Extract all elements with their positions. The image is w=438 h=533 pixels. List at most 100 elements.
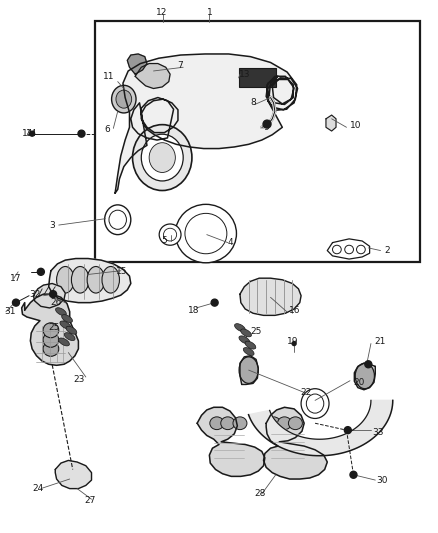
Ellipse shape	[301, 389, 329, 418]
Circle shape	[13, 299, 19, 306]
Ellipse shape	[185, 213, 227, 254]
Text: 3: 3	[49, 221, 55, 230]
Ellipse shape	[210, 417, 224, 430]
Ellipse shape	[43, 333, 59, 348]
Ellipse shape	[133, 125, 192, 190]
Text: 12: 12	[155, 8, 167, 17]
Ellipse shape	[239, 336, 250, 344]
Polygon shape	[127, 54, 147, 74]
Polygon shape	[240, 278, 301, 316]
Text: 18: 18	[188, 305, 199, 314]
Circle shape	[344, 426, 351, 434]
Text: 17: 17	[11, 273, 22, 282]
Text: 10: 10	[350, 121, 361, 130]
Text: 4: 4	[227, 238, 233, 247]
Polygon shape	[49, 259, 131, 303]
Ellipse shape	[245, 341, 256, 349]
Ellipse shape	[288, 417, 302, 430]
Text: 20: 20	[353, 378, 365, 387]
Ellipse shape	[116, 90, 132, 108]
Ellipse shape	[175, 204, 237, 263]
Text: 13: 13	[239, 70, 250, 79]
Ellipse shape	[221, 417, 235, 430]
Text: 33: 33	[373, 428, 384, 437]
Ellipse shape	[243, 348, 254, 356]
Polygon shape	[354, 363, 375, 390]
Ellipse shape	[149, 143, 175, 173]
Text: 26: 26	[50, 298, 62, 307]
Polygon shape	[326, 115, 336, 131]
Text: 25: 25	[251, 327, 262, 336]
Ellipse shape	[105, 205, 131, 235]
Circle shape	[49, 290, 57, 297]
Ellipse shape	[278, 417, 291, 430]
Ellipse shape	[163, 228, 177, 241]
Polygon shape	[240, 356, 258, 384]
Bar	[239, 68, 276, 87]
Text: 6: 6	[104, 125, 110, 134]
Ellipse shape	[239, 357, 258, 383]
Ellipse shape	[235, 324, 245, 332]
Circle shape	[350, 471, 357, 478]
Ellipse shape	[159, 224, 181, 245]
Text: 7: 7	[178, 61, 184, 70]
Text: 22: 22	[301, 389, 312, 398]
Ellipse shape	[112, 85, 136, 113]
Ellipse shape	[306, 394, 324, 413]
Ellipse shape	[43, 323, 59, 338]
Text: 23: 23	[73, 375, 85, 384]
Circle shape	[30, 131, 35, 136]
Polygon shape	[21, 294, 78, 365]
Ellipse shape	[56, 308, 66, 316]
Circle shape	[37, 268, 44, 276]
Text: 14: 14	[21, 129, 33, 138]
Text: 21: 21	[374, 337, 385, 346]
Ellipse shape	[57, 266, 74, 293]
Text: 28: 28	[255, 489, 266, 498]
Ellipse shape	[59, 338, 69, 346]
Ellipse shape	[109, 210, 127, 229]
Ellipse shape	[62, 314, 72, 322]
Ellipse shape	[66, 326, 77, 334]
Circle shape	[78, 130, 85, 137]
Polygon shape	[33, 284, 65, 308]
Ellipse shape	[233, 417, 247, 430]
Text: 14: 14	[26, 129, 37, 138]
Ellipse shape	[43, 342, 59, 356]
Ellipse shape	[357, 245, 365, 254]
Text: 1: 1	[207, 8, 212, 17]
Ellipse shape	[355, 363, 374, 389]
Text: 24: 24	[32, 484, 43, 493]
Ellipse shape	[240, 329, 251, 337]
Ellipse shape	[102, 266, 120, 293]
Ellipse shape	[345, 245, 353, 254]
Text: 15: 15	[117, 268, 128, 276]
Text: 30: 30	[376, 475, 388, 484]
Ellipse shape	[60, 321, 71, 329]
Ellipse shape	[64, 333, 75, 341]
Text: 11: 11	[103, 72, 114, 81]
Ellipse shape	[332, 245, 341, 254]
Text: 9: 9	[263, 123, 269, 132]
Bar	[95, 20, 420, 262]
Circle shape	[263, 120, 271, 128]
Polygon shape	[249, 400, 393, 456]
Polygon shape	[327, 239, 370, 259]
Text: 27: 27	[85, 496, 96, 505]
Circle shape	[292, 342, 296, 345]
Text: 5: 5	[162, 237, 167, 246]
Polygon shape	[135, 63, 170, 88]
Polygon shape	[197, 407, 265, 477]
Text: 2: 2	[384, 246, 390, 255]
Polygon shape	[115, 54, 297, 193]
Polygon shape	[264, 407, 327, 479]
Text: 19: 19	[286, 337, 298, 346]
Text: 16: 16	[289, 305, 300, 314]
Ellipse shape	[141, 134, 183, 181]
Circle shape	[365, 361, 372, 368]
Ellipse shape	[87, 266, 105, 293]
Text: 32: 32	[29, 289, 41, 298]
Text: 31: 31	[4, 307, 16, 316]
Text: 25: 25	[48, 323, 60, 332]
Circle shape	[211, 299, 218, 306]
